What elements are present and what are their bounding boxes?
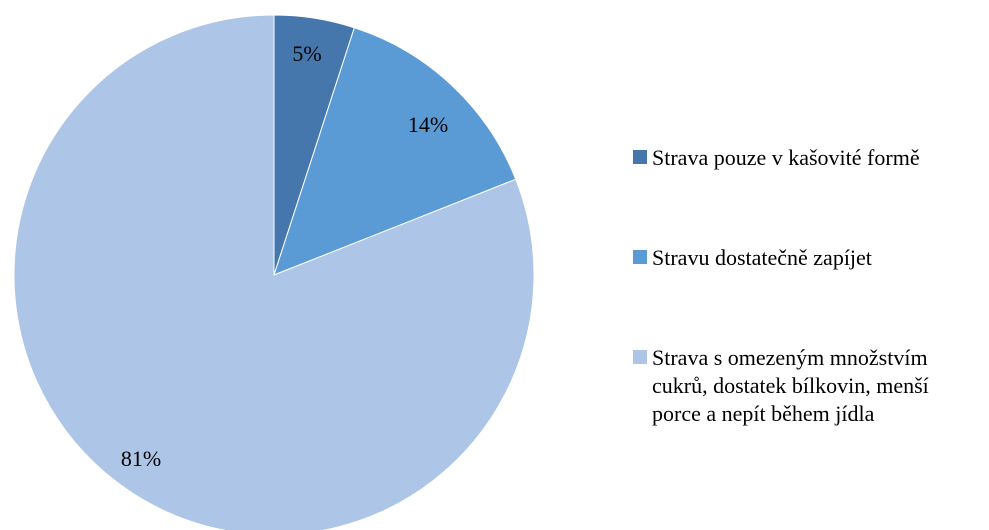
legend-swatch-1	[633, 250, 647, 264]
legend-item-1: Stravu dostatečně zapíjet	[633, 244, 987, 272]
legend-swatch-0	[633, 150, 647, 164]
slice-label-1: 14%	[408, 112, 448, 137]
pie-slice-2	[13, 14, 535, 530]
legend-item-0: Strava pouze v kašovité formě	[633, 144, 987, 172]
legend: Strava pouze v kašovité formě Stravu dos…	[633, 0, 989, 530]
legend-item-2: Strava s omezeným množstvím cukrů, dosta…	[633, 344, 987, 428]
legend-label-1: Stravu dostatečně zapíjet	[652, 245, 872, 270]
slice-label-2: 81%	[121, 446, 161, 471]
slice-label-0: 5%	[292, 41, 321, 66]
legend-label-2: Strava s omezeným množstvím cukrů, dosta…	[652, 345, 929, 426]
pie-slice-1	[273, 27, 517, 276]
legend-swatch-2	[633, 350, 647, 364]
legend-label-0: Strava pouze v kašovité formě	[652, 145, 920, 170]
